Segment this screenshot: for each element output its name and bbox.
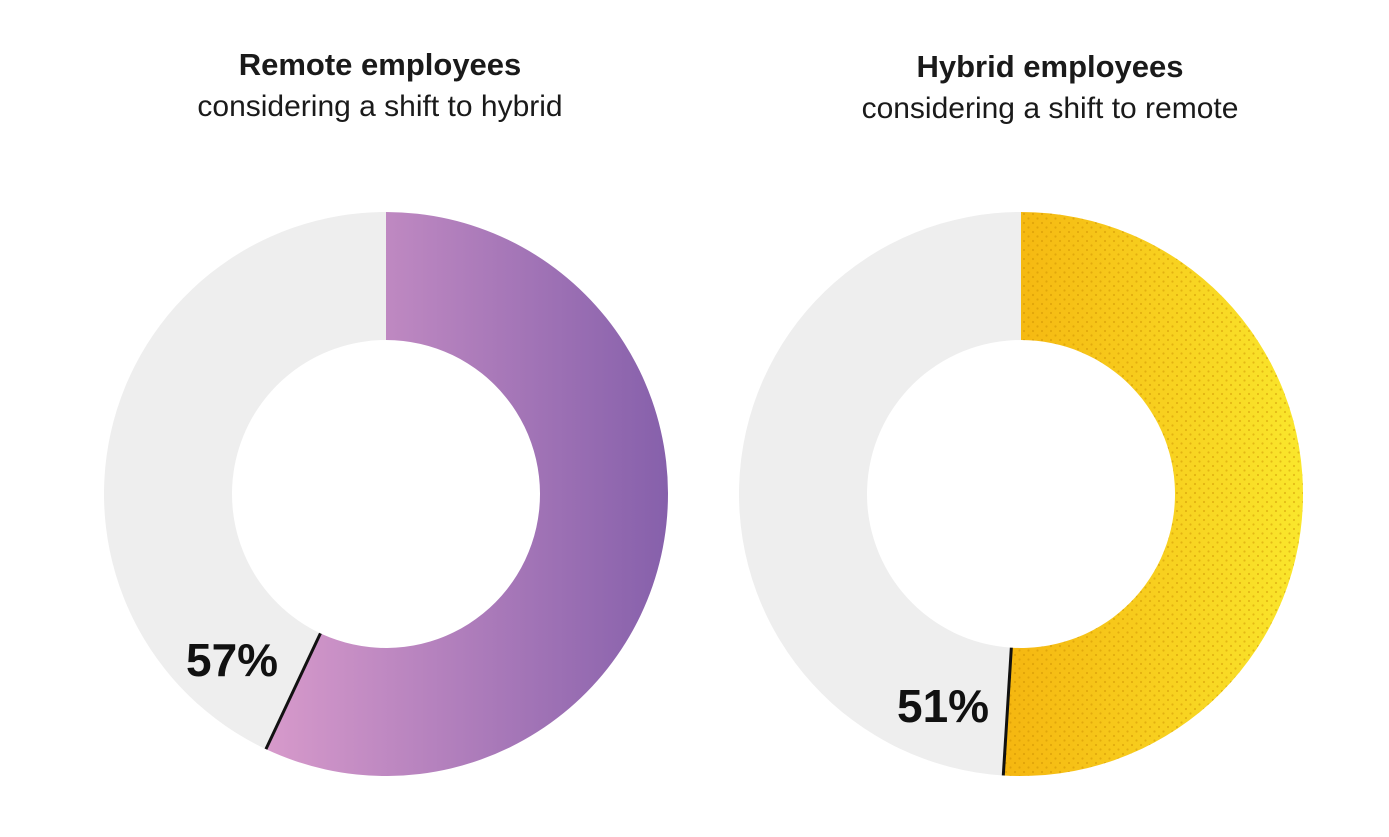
donut-slice-remainder xyxy=(103,211,387,750)
leader-line xyxy=(1001,647,1013,776)
data-label: 51% xyxy=(897,680,989,732)
chart-title: Hybrid employees xyxy=(916,49,1184,84)
chart-title-hybrid: Hybrid employees considering a shift to … xyxy=(760,46,1340,130)
donut-slice-texture xyxy=(1003,212,1304,776)
leader-line xyxy=(264,632,322,750)
chart-subtitle: considering a shift to hybrid xyxy=(197,90,563,123)
donut-hybrid: 51% xyxy=(739,211,1304,776)
chart-title: Remote employees xyxy=(238,47,522,82)
donut-slice-remainder xyxy=(739,211,1021,776)
donut-remote: 57% xyxy=(103,211,668,776)
data-label: 57% xyxy=(186,634,278,686)
chart-subtitle: considering a shift to remote xyxy=(861,92,1239,125)
donut-slice-value xyxy=(265,212,668,776)
chart-title-remote: Remote employees considering a shift to … xyxy=(120,44,640,128)
